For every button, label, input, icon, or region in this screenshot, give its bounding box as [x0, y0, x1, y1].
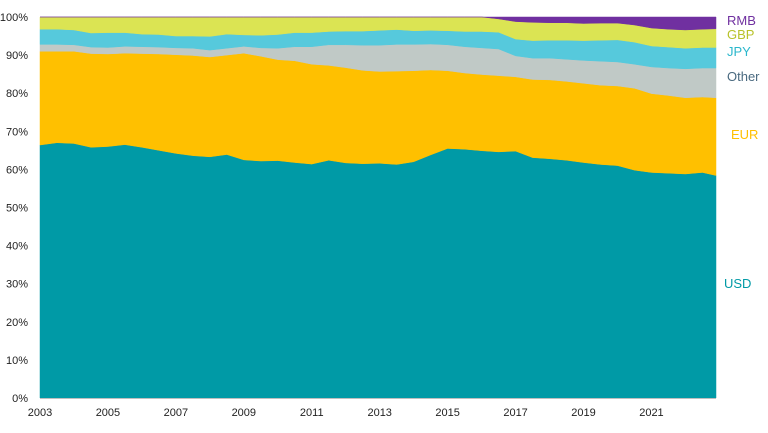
legend-label-other: Other — [727, 69, 760, 84]
x-tick-label: 2009 — [232, 407, 256, 419]
area-layer — [39, 16, 717, 399]
x-tick-label: 2007 — [164, 407, 188, 419]
legend-label-eur: EUR — [731, 127, 758, 142]
x-tick-label: 2021 — [639, 407, 663, 419]
y-tick-label: 0% — [12, 393, 28, 405]
x-tick-label: 2013 — [367, 407, 391, 419]
x-tick-label: 2015 — [435, 407, 459, 419]
area-series-usd — [39, 142, 717, 399]
y-tick-label: 90% — [6, 50, 28, 62]
y-tick-label: 50% — [6, 203, 28, 215]
x-tick-label: 2005 — [96, 407, 120, 419]
y-tick-label: 40% — [6, 241, 28, 253]
y-tick-label: 60% — [6, 164, 28, 176]
y-tick-label: 80% — [6, 88, 28, 100]
axes-layer: 0% 10% 20% 30% 40% 50% 60% 70% 80% 90% 100% 2003 200… — [0, 12, 716, 419]
legend-label-gbp: GBP — [727, 27, 754, 42]
legend-label-rmb: RMB — [727, 13, 756, 28]
x-tick-label: 2003 — [28, 407, 52, 419]
legend-label-usd: USD — [724, 276, 751, 291]
legend-label-jpy: JPY — [727, 44, 751, 59]
x-tick-label: 2019 — [571, 407, 595, 419]
y-tick-label: 10% — [6, 355, 28, 367]
x-tick-label: 2011 — [300, 407, 324, 419]
x-tick-label: 2017 — [503, 407, 527, 419]
y-tick-label: 30% — [6, 279, 28, 291]
y-tick-label: 70% — [6, 126, 28, 138]
y-tick-label: 20% — [6, 317, 28, 329]
area-series-rmb — [40, 16, 717, 31]
y-tick-label: 100% — [0, 12, 28, 24]
